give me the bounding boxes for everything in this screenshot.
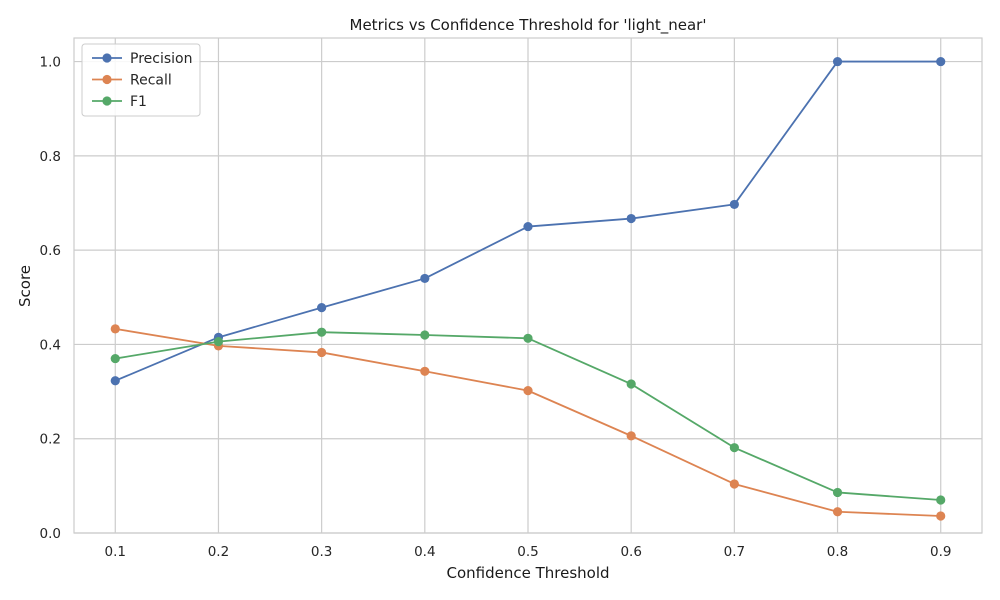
data-point xyxy=(832,507,843,517)
data-point xyxy=(729,199,739,210)
data-point xyxy=(626,379,636,389)
legend-item-recall: Recall xyxy=(92,73,172,89)
x-tick-label: 0.2 xyxy=(208,544,229,560)
data-point xyxy=(626,431,636,441)
legend-label: Recall xyxy=(130,73,172,89)
series-lines xyxy=(110,56,946,521)
legend: Precision Recall F1 xyxy=(81,43,201,117)
y-tick-label: 0.2 xyxy=(40,432,61,448)
y-axis-ticks: 0.0 0.2 0.4 0.6 0.8 1.0 xyxy=(40,55,61,542)
data-point xyxy=(832,56,843,67)
x-tick-label: 0.6 xyxy=(620,544,641,560)
y-axis-label: Score xyxy=(16,265,34,307)
y-tick-label: 1.0 xyxy=(40,55,61,71)
data-point xyxy=(523,386,533,396)
chart-title: Metrics vs Confidence Threshold for 'lig… xyxy=(350,16,707,35)
data-point xyxy=(110,324,120,334)
legend-marker xyxy=(102,96,112,106)
data-point xyxy=(213,337,224,347)
axes-border xyxy=(73,37,983,534)
y-tick-label: 0.6 xyxy=(40,243,61,259)
y-tick-label: 0.4 xyxy=(40,337,61,353)
x-tick-label: 0.7 xyxy=(724,544,745,560)
data-point xyxy=(729,479,739,489)
legend-item-precision: Precision xyxy=(92,51,192,67)
data-point xyxy=(420,330,430,340)
legend-marker xyxy=(102,53,112,63)
data-point xyxy=(936,511,946,521)
data-point xyxy=(317,327,327,337)
data-point xyxy=(936,56,946,67)
data-point xyxy=(523,221,533,232)
data-point xyxy=(523,333,533,343)
x-axis-ticks: 0.1 0.2 0.3 0.4 0.5 0.6 0.7 0.8 0.9 xyxy=(105,544,952,560)
data-point xyxy=(832,487,843,498)
legend-label: Precision xyxy=(130,51,192,67)
x-tick-label: 0.4 xyxy=(414,544,435,560)
data-point xyxy=(110,353,120,364)
x-tick-label: 0.3 xyxy=(311,544,332,560)
legend-item-f1: F1 xyxy=(92,94,147,110)
data-point xyxy=(626,213,636,224)
data-point xyxy=(729,443,739,453)
x-tick-label: 0.8 xyxy=(827,544,848,560)
legend-box xyxy=(81,43,201,117)
axes-frame xyxy=(73,37,983,534)
series-precision xyxy=(110,56,946,386)
y-tick-label: 0.8 xyxy=(40,149,61,165)
data-point xyxy=(420,366,430,376)
data-point xyxy=(110,376,120,386)
x-tick-label: 0.5 xyxy=(517,544,538,560)
legend-marker xyxy=(102,74,112,85)
data-point xyxy=(317,303,327,313)
data-point xyxy=(420,273,430,284)
y-tick-label: 0.0 xyxy=(40,526,61,542)
data-point xyxy=(936,495,946,505)
x-tick-label: 0.9 xyxy=(930,544,951,560)
x-tick-label: 0.1 xyxy=(105,544,126,560)
data-point xyxy=(317,347,327,358)
series-f1 xyxy=(110,327,946,505)
plot-area xyxy=(73,37,983,534)
x-axis-label: Confidence Threshold xyxy=(446,564,609,582)
legend-label: F1 xyxy=(130,94,147,110)
